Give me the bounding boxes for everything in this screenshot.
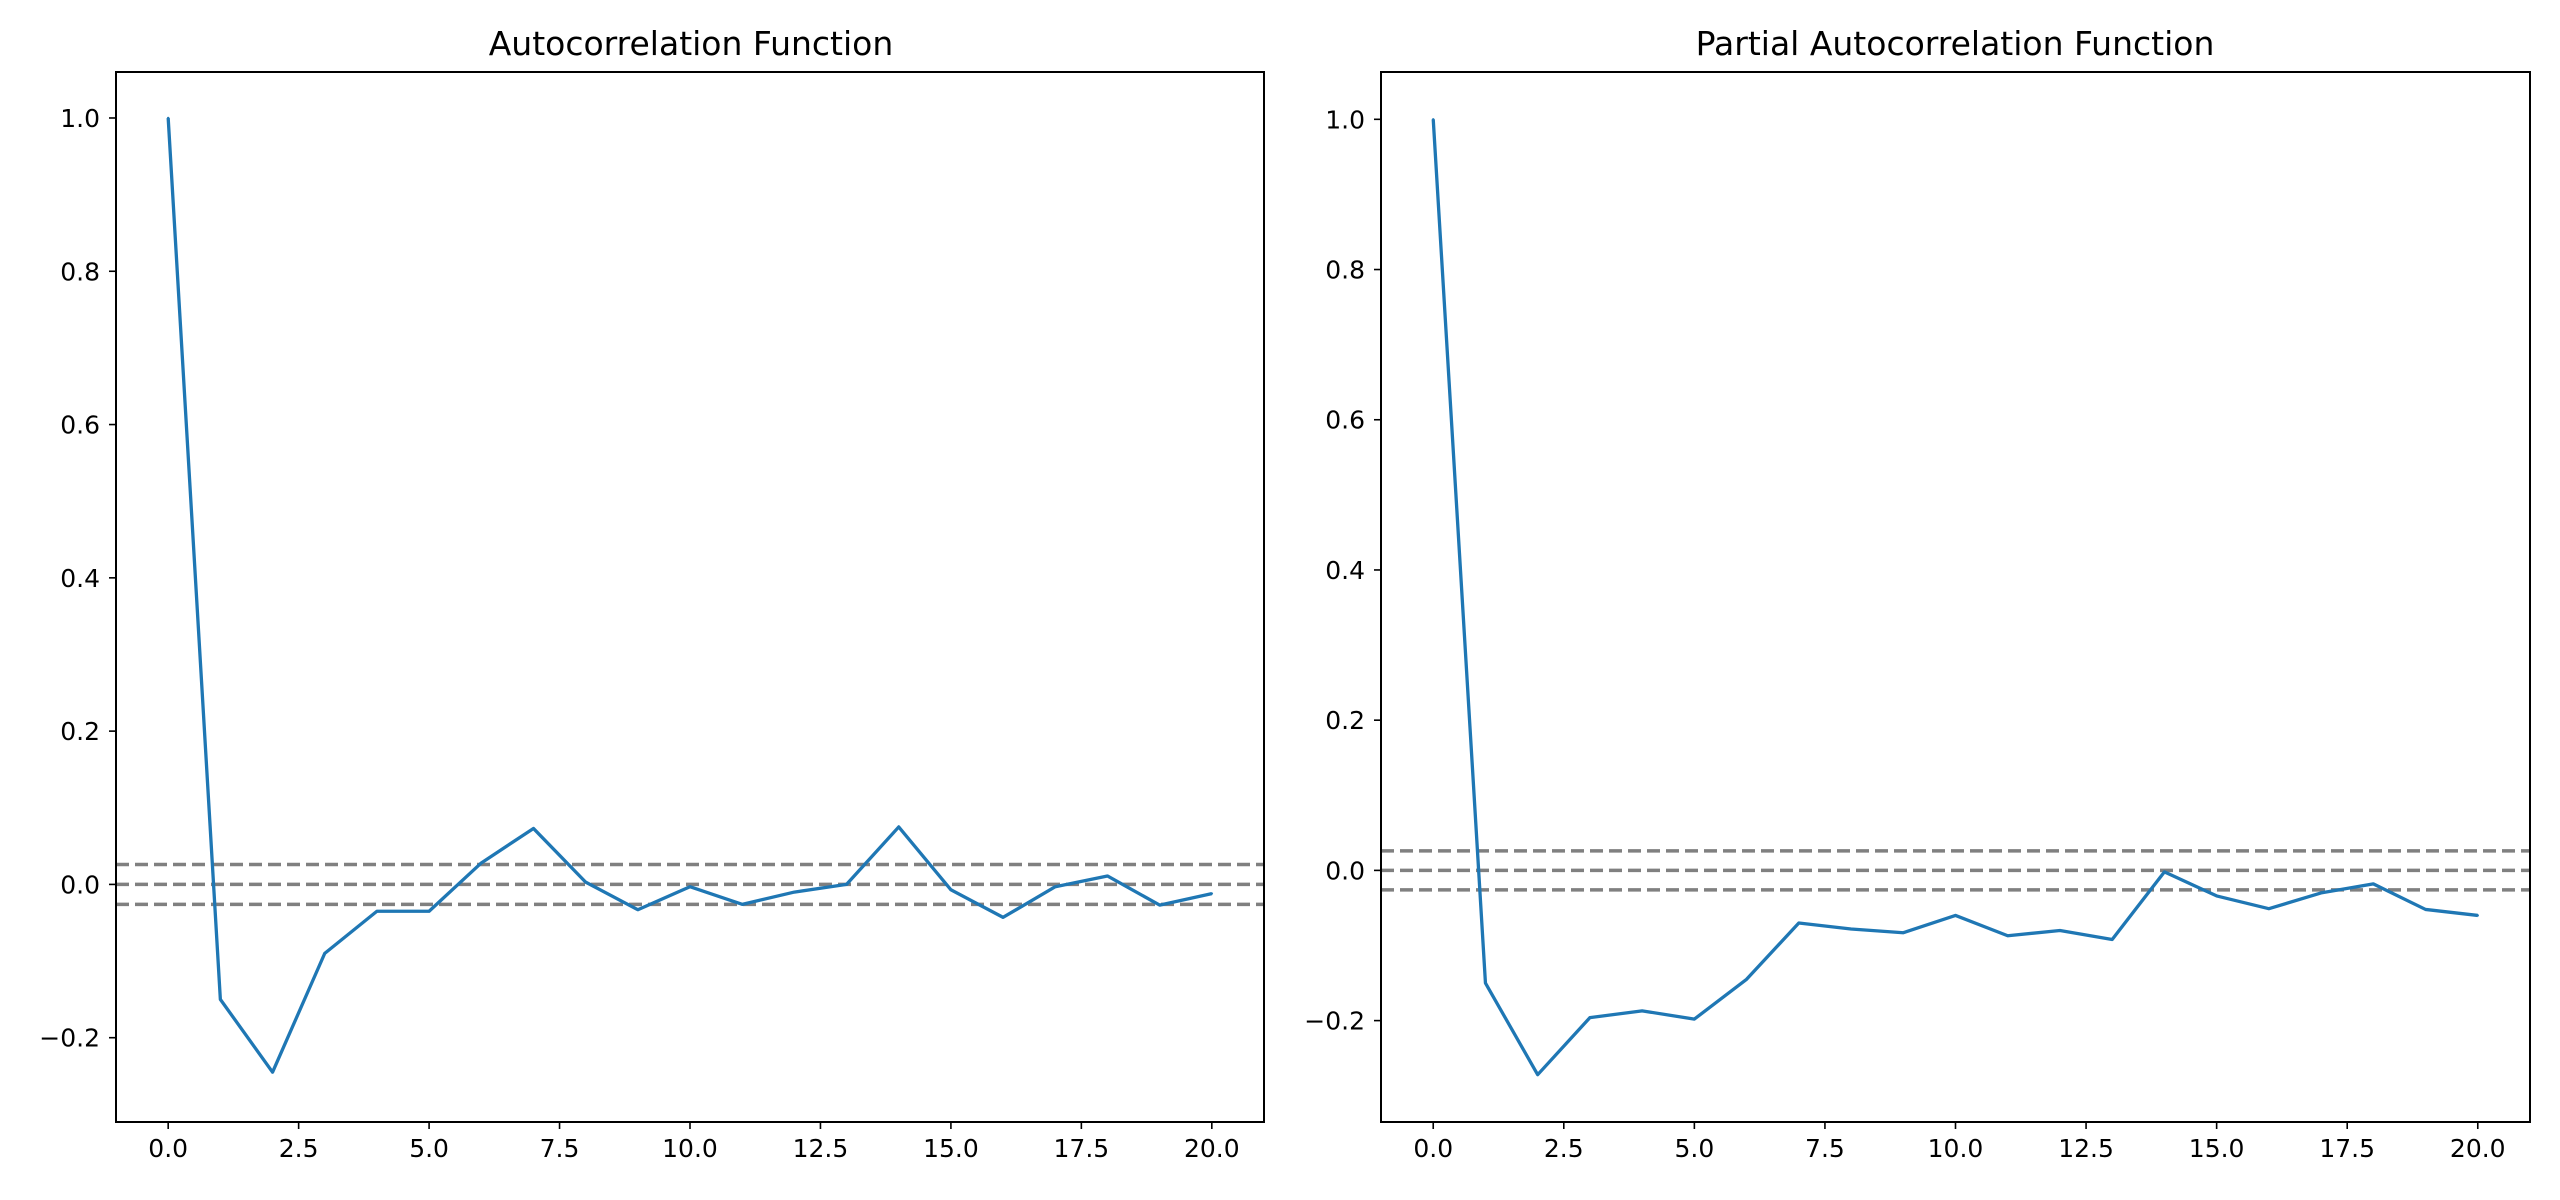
pacf-x-tick-label: 20.0 [2450, 1134, 2506, 1163]
pacf-x-tick-label: 2.5 [1544, 1134, 1584, 1163]
acf-panel: Autocorrelation Function 0.0 2.5 5.0 7.5 10.… [39, 24, 1265, 1163]
pacf-data-point [2372, 882, 2375, 886]
acf-data-point [219, 998, 222, 1001]
pacf-data-point [2215, 894, 2218, 898]
pacf-y-tick-label: 0.0 [1325, 856, 1365, 885]
acf-y-tick-label: 0.8 [60, 257, 100, 286]
pacf-plot-frame [1380, 71, 2531, 1123]
acf-data-point [1054, 885, 1057, 888]
pacf-data-point [1640, 1009, 1644, 1013]
pacf-data-point [2267, 907, 2271, 910]
pacf-x-axis-ticks: 0.0 2.5 5.0 7.5 10.0 12.5 15.0 17.5 20.0 [1413, 1122, 2506, 1163]
pacf-data-point [1588, 1016, 1592, 1019]
pacf-data-point [2163, 870, 2166, 874]
acf-data-point [949, 888, 953, 891]
pacf-y-tick-label: −0.2 [1304, 1007, 1365, 1036]
pacf-y-tick-label: 0.8 [1325, 256, 1365, 285]
pacf-data-point [2424, 908, 2427, 911]
acf-data-point [793, 890, 796, 894]
acf-data-point [584, 880, 587, 884]
acf-data-point [480, 861, 483, 865]
acf-x-axis-ticks: 0.0 2.5 5.0 7.5 10.0 12.5 15.0 17.5 20.0 [148, 1122, 1240, 1163]
acf-x-tick-label: 15.0 [923, 1134, 979, 1163]
pacf-data-point [1432, 118, 1435, 121]
acf-data-point [688, 885, 692, 888]
acf-series [166, 116, 1214, 1074]
pacf-y-tick-label: 0.6 [1325, 406, 1365, 435]
acf-data-point [897, 825, 900, 829]
acf-y-tick-label: 0.4 [60, 564, 100, 593]
acf-x-tick-label: 20.0 [1184, 1134, 1240, 1163]
acf-data-point [323, 952, 326, 955]
pacf-x-tick-label: 12.5 [2058, 1134, 2114, 1163]
pacf-panel: Partial Autocorrelation Function 0.0 2.5 5… [1304, 24, 2531, 1163]
pacf-series [1431, 118, 2479, 1077]
acf-y-tick-label: 1.0 [60, 104, 100, 133]
pacf-x-tick-label: 5.0 [1674, 1134, 1714, 1163]
pacf-x-tick-label: 15.0 [2189, 1134, 2245, 1163]
acf-data-point [532, 827, 535, 830]
pacf-x-tick-label: 7.5 [1805, 1134, 1845, 1163]
acf-title: Autocorrelation Function [489, 24, 894, 63]
pacf-data-point [1954, 914, 1957, 917]
pacf-y-tick-label: 0.4 [1325, 556, 1365, 585]
pacf-data-point [2476, 914, 2479, 917]
acf-data-point [845, 883, 848, 886]
acf-data-point [427, 910, 431, 913]
pacf-data-point [2319, 891, 2323, 895]
acf-x-tick-label: 10.0 [662, 1134, 718, 1163]
pacf-x-tick-label: 0.0 [1413, 1134, 1453, 1163]
pacf-x-tick-label: 17.5 [2319, 1134, 2375, 1163]
acf-plot-frame [115, 71, 1265, 1123]
pacf-data-point [1693, 1017, 1696, 1021]
acf-data-point [375, 910, 379, 913]
acf-data-point [636, 908, 640, 911]
acf-data-point [1106, 874, 1109, 878]
acf-y-tick-label: −0.2 [39, 1024, 100, 1053]
pacf-y-tick-label: 1.0 [1325, 105, 1365, 134]
acf-data-point [1210, 892, 1214, 895]
acf-x-tick-label: 12.5 [793, 1134, 849, 1163]
pacf-data-point [2058, 929, 2062, 932]
acf-x-tick-label: 0.0 [148, 1134, 188, 1163]
acf-data-point [740, 903, 744, 906]
pacf-data-point [1797, 921, 1801, 925]
pacf-title: Partial Autocorrelation Function [1696, 24, 2215, 63]
acf-data-point [1001, 916, 1005, 919]
acf-y-axis-ticks: −0.2 0.0 0.2 0.4 0.6 0.8 1.0 [39, 104, 116, 1053]
pacf-y-axis-ticks: −0.2 0.0 0.2 0.4 0.6 0.8 1.0 [1304, 105, 1381, 1036]
pacf-data-point [1536, 1073, 1539, 1076]
pacf-data-point [2006, 934, 2009, 937]
acf-data-point [166, 116, 170, 120]
acf-data-point [1158, 903, 1161, 907]
acf-y-tick-label: 0.2 [60, 717, 100, 746]
pacf-data-point [1484, 981, 1487, 985]
acf-x-tick-label: 5.0 [409, 1134, 449, 1163]
pacf-data-point [1902, 931, 1905, 934]
acf-x-tick-label: 17.5 [1054, 1134, 1110, 1163]
acf-y-tick-label: 0.0 [60, 870, 100, 899]
acf-x-tick-label: 7.5 [540, 1134, 580, 1163]
pacf-data-point [2110, 938, 2114, 941]
acf-x-tick-label: 2.5 [279, 1134, 319, 1163]
pacf-x-tick-label: 10.0 [1928, 1134, 1984, 1163]
pacf-data-point [1849, 927, 1853, 931]
pacf-y-tick-label: 0.2 [1325, 706, 1365, 735]
acf-y-tick-label: 0.6 [60, 411, 100, 440]
acf-data-point [271, 1070, 274, 1074]
pacf-data-point [1745, 978, 1748, 981]
